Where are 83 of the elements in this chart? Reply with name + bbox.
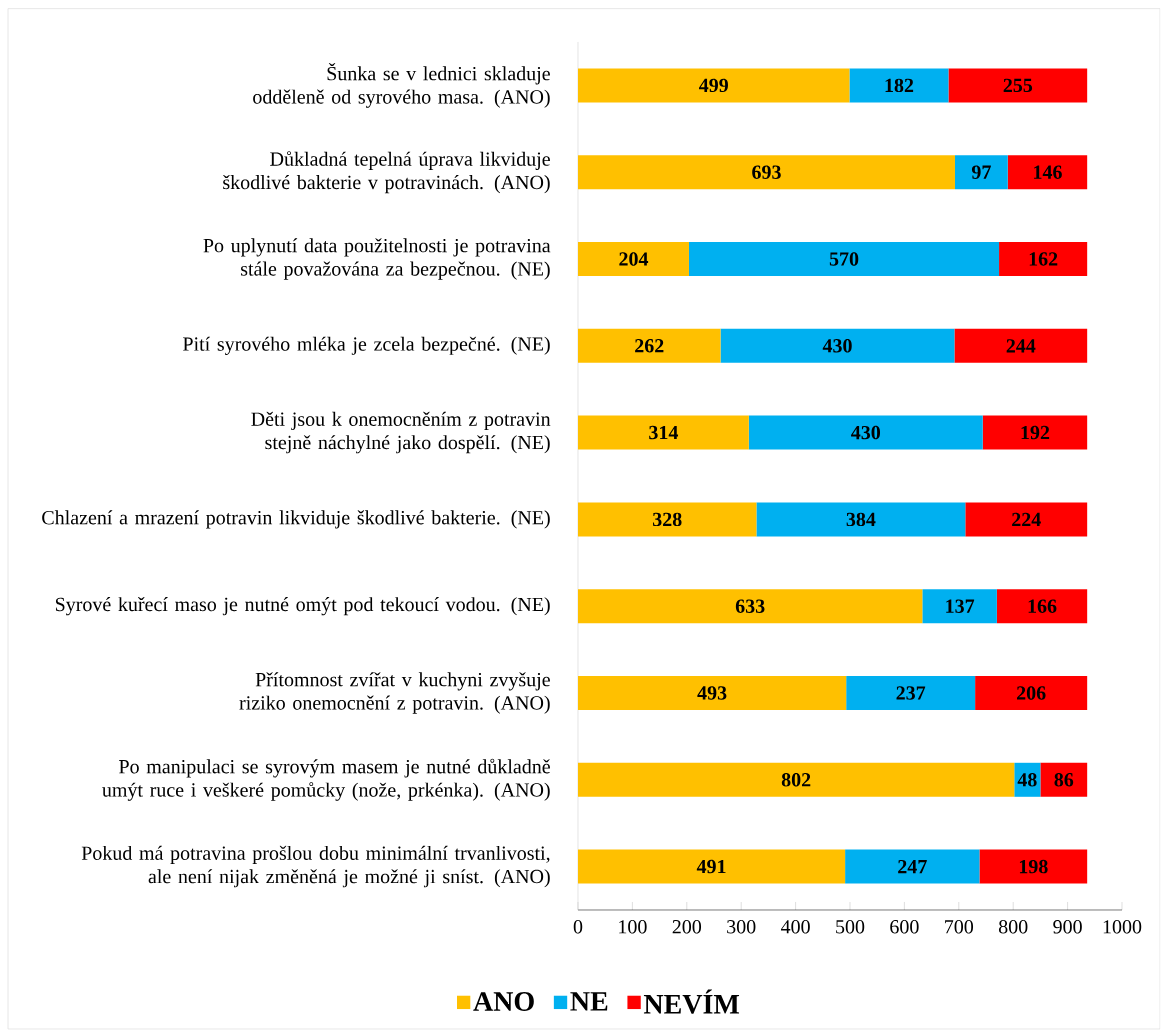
bar xyxy=(578,589,923,624)
data-label: 262 xyxy=(635,339,664,353)
data-label: 493 xyxy=(697,686,727,700)
bar xyxy=(688,242,1000,276)
bar xyxy=(975,675,1088,710)
bar xyxy=(1007,155,1088,190)
legend-label: NE xyxy=(570,992,608,1011)
bar xyxy=(578,502,757,537)
data-label: 244 xyxy=(1006,339,1036,353)
bar xyxy=(965,502,1088,537)
data-label: 237 xyxy=(896,686,926,700)
data-label: 499 xyxy=(699,78,728,93)
bar xyxy=(578,415,749,450)
x-tick-label: 100 xyxy=(619,920,647,934)
bar xyxy=(1040,762,1088,797)
data-label: 570 xyxy=(829,252,859,266)
y-tick-label: Důkladná tepelná úprava likviduje škodlivé bakterie v potravinách. (ANO) xyxy=(223,151,550,194)
x-tick-label: 300 xyxy=(727,920,756,934)
data-label: 430 xyxy=(851,425,881,440)
bar xyxy=(578,762,1015,797)
bar xyxy=(954,328,1088,363)
data-label: 162 xyxy=(1029,252,1058,266)
y-tick-label: Šunka se v lednici skladuje odděleně od syrového masa. (ANO) xyxy=(253,62,550,108)
bar xyxy=(954,155,1008,190)
data-label: 384 xyxy=(846,512,876,527)
bar xyxy=(996,589,1088,624)
bar xyxy=(578,155,955,190)
legend-label: ANO xyxy=(473,992,534,1011)
data-label: 86 xyxy=(1054,773,1074,787)
bar xyxy=(845,849,980,884)
data-label: 192 xyxy=(1021,425,1050,440)
bar xyxy=(979,849,1088,884)
bar xyxy=(999,242,1088,276)
x-tick-label: 500 xyxy=(836,920,865,934)
y-tick-label: Děti jsou k onemocněním z potravin stejně náchylné jako dospělí. (NE) xyxy=(251,411,551,454)
x-tick-label: 700 xyxy=(945,920,974,934)
data-label: 206 xyxy=(1016,686,1046,700)
data-label: 430 xyxy=(822,339,852,353)
data-label: 224 xyxy=(1012,512,1041,526)
data-label: 182 xyxy=(885,78,914,93)
bar xyxy=(578,849,846,884)
x-tick-label: 600 xyxy=(890,920,919,934)
data-label: 314 xyxy=(649,425,679,440)
x-tick-label: 800 xyxy=(998,920,1028,934)
data-label: 328 xyxy=(652,512,682,527)
x-tick-label: 900 xyxy=(1053,920,1082,934)
bar xyxy=(578,242,689,276)
bar xyxy=(578,675,847,710)
y-tick-label: Po manipulaci se syrovým masem je nutné důkladně umýt ruce i veškeré pomůcky (nože, prkénka). (ANO) xyxy=(102,758,550,801)
y-tick-label: Syrové kuřecí maso je nutné omýt pod tekoucí vodou. (NE) xyxy=(55,597,550,616)
bar xyxy=(846,675,976,710)
bar xyxy=(578,328,721,363)
y-tick-label: Chlazení a mrazení potravin likviduje škodlivé bakterie. (NE) xyxy=(42,510,550,529)
x-tick-label: 1000 xyxy=(1103,920,1142,934)
y-tick-label: Přítomnost zvířat v kuchyni zvyšuje riziko onemocnění z potravin. (ANO) xyxy=(239,672,550,714)
bar xyxy=(982,415,1088,450)
data-label: 166 xyxy=(1028,599,1057,613)
data-label: 633 xyxy=(735,599,765,613)
data-label: 97 xyxy=(971,165,991,179)
bar xyxy=(578,68,850,103)
data-label: 204 xyxy=(619,252,649,266)
legend-label: NEVÍM xyxy=(643,989,740,1014)
data-label: 255 xyxy=(1003,78,1033,93)
data-label: 802 xyxy=(781,773,811,787)
x-tick-label: 200 xyxy=(672,920,702,934)
data-label: 137 xyxy=(946,599,975,613)
data-label: 247 xyxy=(898,859,927,874)
bar xyxy=(748,415,983,450)
y-tick-label: Pití syrového mléka je zcela bezpečné. (NE) xyxy=(183,336,550,355)
y-tick-label: Po uplynutí data použitelnosti je potravina stále považována za bezpečnou. (NE) xyxy=(203,238,551,280)
data-label: 48 xyxy=(1017,773,1037,787)
data-label: 693 xyxy=(752,165,781,179)
data-label: 146 xyxy=(1034,165,1062,179)
bar xyxy=(756,502,966,537)
bar xyxy=(922,589,997,624)
y-tick-label: Pokud má potravina prošlou dobu minimální trvanlivosti, ale není nijak změněná je možné ji sníst. (ANO) xyxy=(81,845,550,888)
data-label: 491 xyxy=(696,859,726,874)
bar xyxy=(849,68,949,103)
data-label: 198 xyxy=(1019,859,1048,874)
bar xyxy=(720,328,955,363)
x-tick-label: 0 xyxy=(573,920,583,934)
bar xyxy=(948,68,1088,103)
x-tick-label: 400 xyxy=(780,920,810,934)
